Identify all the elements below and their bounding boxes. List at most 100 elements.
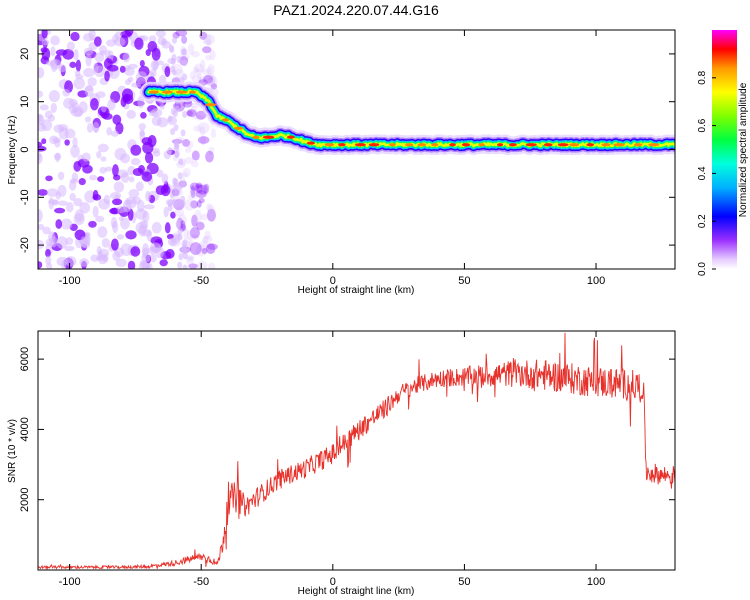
noise-blob	[127, 260, 136, 269]
noise-blob	[171, 198, 177, 206]
noise-blob	[207, 262, 216, 269]
noise-blob	[187, 255, 194, 262]
noise-blob	[183, 199, 196, 211]
spectrogram-y-ticks: -20 -10 0 10 20	[19, 48, 675, 253]
noise-blob	[199, 126, 206, 137]
noise-blob	[206, 34, 212, 47]
noise-blob	[107, 99, 116, 111]
noise-blob	[75, 59, 82, 72]
noise-blob	[209, 49, 216, 61]
colorbar-tick-label: 0.0	[697, 262, 708, 276]
noise-blob	[169, 188, 176, 199]
noise-blob	[159, 103, 165, 110]
noise-blob	[202, 235, 213, 243]
noise-blob	[187, 194, 197, 200]
noise-blob	[38, 209, 43, 223]
noise-blob	[70, 31, 80, 42]
noise-blob	[73, 77, 85, 90]
noise-blob	[195, 110, 207, 120]
noise-blob	[144, 151, 154, 164]
noise-blob	[182, 167, 191, 178]
snr-panel: -100 -50 0 50 100 2000 4000 6000 Height of str…	[7, 330, 676, 597]
noise-blob	[86, 122, 94, 133]
noise-blob	[95, 91, 106, 98]
noise-blob	[71, 172, 79, 182]
colorbar-gradient	[712, 30, 737, 269]
noise-blob	[81, 240, 91, 249]
snr-line	[38, 332, 675, 570]
noise-blob	[148, 110, 159, 117]
noise-blob	[79, 258, 89, 267]
ridge-hotspot	[601, 143, 611, 147]
noise-blob	[165, 248, 175, 259]
noise-blob	[121, 88, 134, 102]
noise-blob	[197, 122, 210, 134]
noise-blob	[45, 255, 52, 266]
noise-blob	[52, 137, 62, 143]
noise-blob	[168, 44, 174, 52]
noise-blob	[200, 213, 209, 221]
noise-blob	[148, 35, 157, 43]
noise-blob	[198, 197, 205, 204]
noise-blob	[115, 258, 127, 268]
noise-blob	[42, 226, 51, 235]
snr-y-label: SNR (10 * v/v)	[7, 419, 18, 483]
noise-blob	[50, 59, 62, 70]
noise-blob	[189, 70, 196, 80]
ridge-hotspot	[286, 135, 295, 139]
noise-blob	[128, 189, 140, 198]
noise-blob	[197, 73, 203, 81]
x-tick-label: -100	[59, 275, 81, 287]
ridge-hotspot	[262, 135, 275, 139]
ridge-hotspot	[431, 143, 439, 147]
noise-blob	[41, 119, 53, 132]
noise-blob	[96, 150, 102, 159]
noise-blob	[202, 39, 212, 45]
noise-blob	[39, 104, 49, 111]
noise-blob	[134, 37, 144, 50]
noise-blob	[194, 63, 205, 73]
y-tick-label: 4000	[19, 417, 31, 441]
noise-blob	[184, 147, 192, 153]
noise-blob	[181, 180, 187, 188]
noise-blob	[69, 61, 77, 68]
noise-blob	[174, 189, 184, 196]
noise-blob	[159, 259, 168, 267]
y-tick-label: 0	[19, 146, 31, 152]
noise-blob	[132, 196, 141, 205]
noise-blob	[167, 115, 173, 123]
noise-blob	[191, 186, 200, 197]
x-tick-label: -50	[193, 275, 209, 287]
noise-blob	[127, 208, 134, 221]
noise-blob	[191, 150, 200, 161]
ridge-hotspot	[525, 143, 537, 147]
noise-blob	[49, 235, 58, 248]
noise-blob	[151, 221, 162, 234]
noise-blob	[118, 216, 124, 222]
page-title: PAZ1.2024.220.07.44.G16	[273, 2, 439, 18]
noise-blob	[64, 139, 70, 146]
snr-x-label: Height of straight line (km)	[298, 586, 415, 597]
noise-blob	[50, 35, 60, 46]
noise-blob	[38, 90, 44, 98]
noise-blob	[175, 30, 188, 37]
ridge-hotspot	[306, 141, 315, 145]
noise-blob	[106, 127, 113, 136]
x-tick-label: 50	[458, 576, 470, 588]
noise-blob	[198, 240, 209, 251]
noise-blob	[190, 200, 199, 209]
noise-blob	[181, 172, 188, 178]
noise-blob	[64, 245, 75, 252]
noise-blob	[204, 79, 216, 86]
noise-blob	[196, 184, 208, 195]
ridge-hotspot	[461, 143, 471, 147]
noise-blob	[186, 110, 193, 117]
noise-blob	[119, 65, 126, 73]
ridge-hotspot	[189, 90, 197, 94]
noise-blob	[156, 169, 164, 178]
noise-blob	[206, 208, 216, 222]
noise-blob	[201, 69, 210, 75]
noise-blob	[124, 67, 135, 76]
noise-blob	[110, 217, 118, 229]
colorbar: 0.0 0.2 0.4 0.6 0.8 Normalized spectral ampl…	[697, 30, 749, 276]
